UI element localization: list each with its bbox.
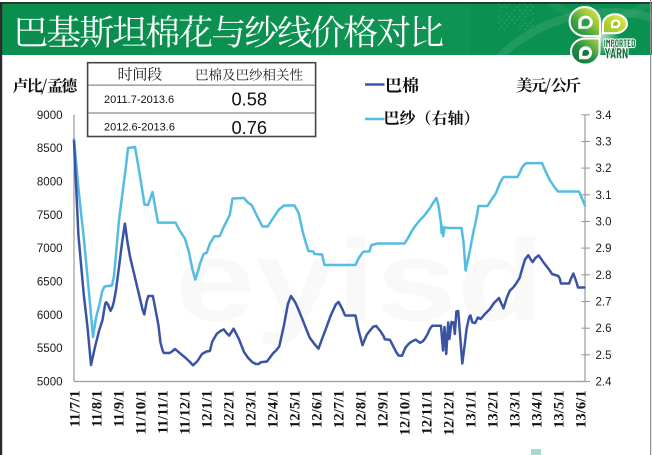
svg-text:3.1: 3.1 [596, 190, 612, 202]
svg-text:3.0: 3.0 [596, 217, 612, 229]
svg-text:12/2/1: 12/2/1 [222, 390, 238, 428]
svg-text:2.6: 2.6 [596, 323, 612, 335]
svg-text:0.58: 0.58 [232, 89, 268, 110]
svg-text:13/5/1: 13/5/1 [552, 390, 568, 428]
svg-text:11/9/1: 11/9/1 [112, 390, 128, 427]
svg-text:12/1/1: 12/1/1 [200, 390, 216, 428]
svg-text:9000: 9000 [37, 110, 63, 122]
svg-text:7500: 7500 [37, 210, 63, 222]
svg-text:2011.7-2013.6: 2011.7-2013.6 [104, 94, 174, 106]
svg-text:11/12/1: 11/12/1 [178, 390, 194, 434]
svg-text:12/10/1: 12/10/1 [398, 390, 414, 435]
svg-text:12/9/1: 12/9/1 [376, 390, 392, 428]
svg-text:12/11/1: 12/11/1 [420, 390, 436, 434]
svg-text:12/12/1: 12/12/1 [442, 390, 458, 435]
svg-text:2.4: 2.4 [596, 377, 613, 389]
svg-text:12/8/1: 12/8/1 [354, 390, 370, 428]
svg-text:8000: 8000 [37, 177, 63, 189]
svg-text:3.2: 3.2 [596, 163, 612, 175]
svg-text:8500: 8500 [37, 143, 63, 155]
svg-text:12/3/1: 12/3/1 [244, 390, 260, 428]
svg-text:eyisd: eyisd [175, 217, 545, 345]
svg-text:11/11/1: 11/11/1 [156, 390, 172, 433]
svg-text:6500: 6500 [37, 277, 63, 289]
svg-text:2.8: 2.8 [596, 270, 612, 282]
svg-text:5500: 5500 [37, 343, 63, 355]
svg-text:3.3: 3.3 [596, 137, 612, 149]
svg-text:2.9: 2.9 [596, 243, 612, 255]
svg-text:12/6/1: 12/6/1 [310, 390, 326, 428]
svg-text:11/8/1: 11/8/1 [90, 390, 106, 427]
svg-text:2.7: 2.7 [596, 297, 612, 309]
svg-text:13/6/1: 13/6/1 [574, 390, 590, 428]
svg-text:2.5: 2.5 [596, 350, 612, 362]
svg-text:12/7/1: 12/7/1 [332, 390, 348, 428]
svg-text:6000: 6000 [37, 310, 63, 322]
svg-text:7000: 7000 [37, 243, 63, 255]
svg-text:13/2/1: 13/2/1 [486, 390, 502, 428]
svg-text:3.4: 3.4 [596, 110, 613, 122]
svg-text:12/4/1: 12/4/1 [266, 390, 282, 428]
svg-text:12/5/1: 12/5/1 [288, 390, 304, 428]
svg-text:2012.6-2013.6: 2012.6-2013.6 [104, 121, 175, 133]
svg-text:13/3/1: 13/3/1 [508, 390, 524, 428]
svg-text:11/7/1: 11/7/1 [68, 390, 84, 427]
svg-text:11/10/1: 11/10/1 [134, 390, 150, 434]
svg-text:13/4/1: 13/4/1 [530, 390, 546, 428]
svg-text:13/1/1: 13/1/1 [464, 390, 480, 428]
svg-text:0.76: 0.76 [232, 117, 268, 138]
svg-text:5000: 5000 [37, 377, 63, 389]
